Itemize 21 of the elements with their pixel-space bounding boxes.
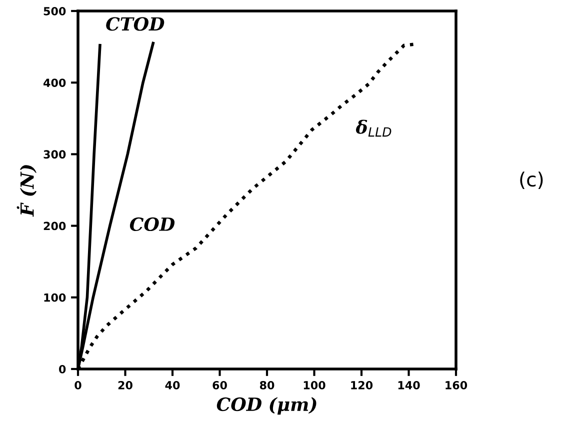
x-tick-label: 100	[304, 381, 326, 390]
y-tick-label: 200	[44, 222, 66, 230]
series-label: δ$_{LLD}$	[356, 120, 392, 137]
y-tick-label: 400	[44, 78, 66, 87]
x-axis-title: COD (μm)	[216, 397, 316, 415]
x-tick-label: 140	[398, 381, 420, 390]
series-label: CTOD	[106, 17, 164, 31]
x-tick-label: 80	[260, 381, 274, 390]
x-tick-label: 120	[351, 381, 373, 390]
y-tick-label: 500	[44, 6, 66, 16]
y-tick-label: 300	[44, 150, 66, 159]
y-tick-label: 100	[44, 293, 66, 302]
x-tick-label: 160	[446, 381, 468, 390]
text: (c)	[520, 172, 543, 189]
y-tick-label: 0	[58, 364, 66, 374]
x-tick-label: 60	[212, 381, 227, 390]
x-tick-label: 40	[165, 381, 180, 390]
x-tick-label: 20	[118, 381, 132, 390]
y-axis-title: Ḟ (N)	[16, 165, 37, 217]
x-tick-label: 0	[74, 381, 82, 390]
series-label: COD	[130, 217, 175, 232]
